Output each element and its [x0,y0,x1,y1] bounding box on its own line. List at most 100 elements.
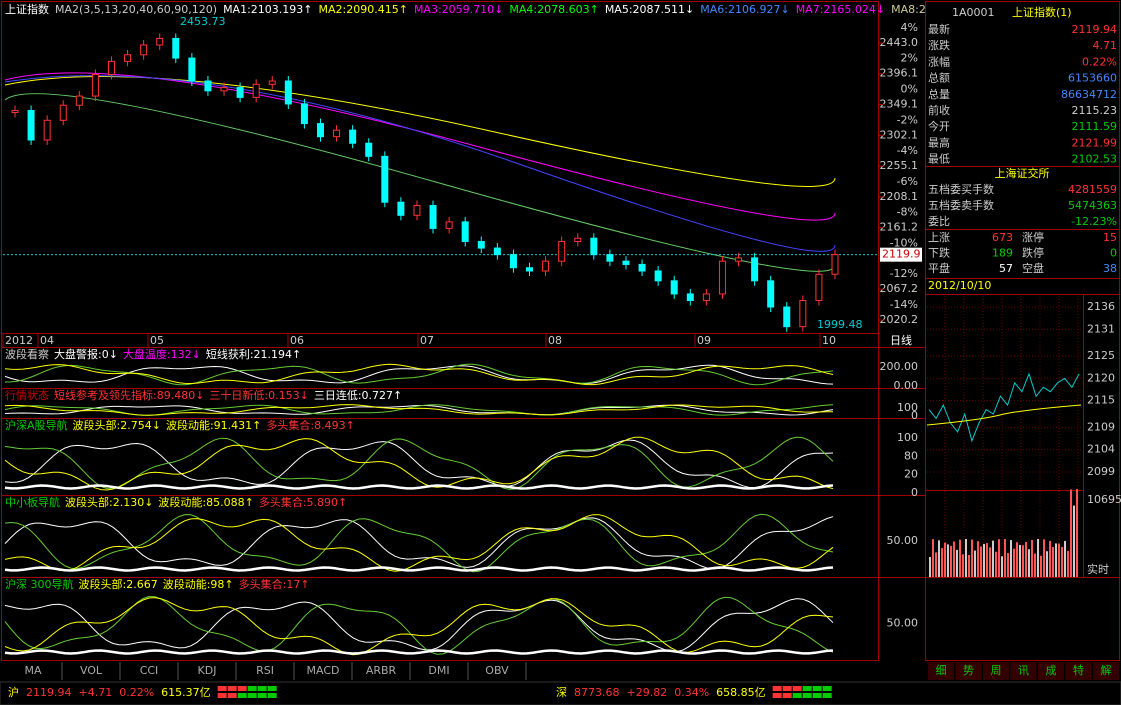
volume-bar [1061,546,1063,577]
breadth-block [267,686,277,691]
breadth-block [257,693,267,698]
volume-bar [1007,553,1009,577]
panel-item: 波段头部:2.667 [79,577,158,591]
volume-bar [992,540,994,577]
candle [413,204,421,216]
candle [735,257,743,262]
panel-item: 波段头部:2.130↓ [65,495,153,509]
breadth-cell: 下跌 [928,246,950,260]
volume-bar [1022,545,1024,577]
candle [558,241,566,262]
panel-title: 波段看察 [5,347,49,361]
indicator-tab[interactable]: ARBR [366,664,397,677]
volume-bar [1070,489,1072,577]
moving-average [4,75,836,252]
indicator-line [4,513,834,573]
stock-code: 1A0001 [952,6,995,19]
index-amount: 658.85亿 [716,686,766,699]
candle [574,237,582,243]
volume-bar [968,555,970,577]
percent-tick-label: -8% [897,206,918,219]
ma-label: MA6:2106.927↓ [700,3,789,16]
indicator-tab[interactable]: RSI [256,664,274,677]
candle [156,37,164,46]
order-value: 5474363 [1068,199,1117,212]
panel-item: 波段动能:91.431↑ [166,418,261,432]
intraday-tick-label: 2136 [1087,300,1115,313]
side-tab[interactable]: 解 [1101,663,1112,677]
intraday-tick-label: 2109 [1087,420,1115,433]
candle [783,306,791,328]
indicator-tab[interactable]: KDJ [198,664,217,677]
indicator-tab[interactable]: VOL [80,664,103,677]
index-pct: 0.34% [674,686,709,699]
price-tick-label: 2020.2 [880,313,919,326]
percent-tick-label: 4% [901,21,918,34]
volume-bar [938,540,940,577]
breadth-block [792,686,802,691]
panel-item: 大盘警报:0↓ [54,347,118,361]
side-tab[interactable]: 周 [991,664,1002,677]
candle [477,241,485,249]
candle [815,273,823,301]
side-tab[interactable]: 势 [963,664,974,677]
volume-bar [1049,540,1051,577]
index-change: +29.82 [627,686,668,699]
volume-bar [956,549,958,577]
indicator-tab[interactable]: MACD [307,664,340,677]
breadth-cell: 673 [992,231,1013,244]
volume-bar [1043,539,1045,577]
quote-label: 今开 [928,119,950,133]
volume-bar [1010,540,1012,577]
side-tab[interactable]: 细 [936,664,947,677]
stock-name: 上证指数(1) [1012,5,1072,19]
high-annotation: 2453.73 [180,15,226,28]
volume-max-label: 106951 [1087,493,1121,506]
price-tick-label: 2067.2 [880,282,919,295]
breadth-block [822,686,832,691]
frames [1,1,1120,661]
quote-value: 0.22% [1082,55,1117,68]
volume-bar [1052,547,1054,577]
breadth-block [257,686,267,691]
indicator-tab[interactable]: CCI [140,664,159,677]
indicator-line [4,597,834,656]
indicator-tab[interactable]: MA [24,664,41,677]
ma-label: MA2:2090.415↑ [319,3,408,16]
breadth-cell: 空盘 [1022,261,1044,275]
quote-value: 2115.23 [1072,104,1118,117]
indicator-line [4,595,834,655]
breadth-cell: 平盘 [928,261,950,275]
intraday-line [928,372,1080,443]
candle [188,57,196,82]
indicator-tab[interactable]: DMI [428,664,449,677]
side-tab-bg [1093,662,1119,680]
ma-label: MA5:2087.511↓ [605,3,694,16]
volume-bar [1073,505,1075,577]
index-price: 8773.68 [574,686,620,699]
panel-title: 沪深 300导航 [5,577,74,591]
volume-bar [1076,489,1078,577]
panel-item: 短线获利:21.194↑ [206,347,301,361]
volume-bar [986,543,988,577]
breadth-cell: 上涨 [928,231,950,244]
breadth-cell: 57 [999,262,1013,275]
breadth-block [802,686,812,691]
x-tick-label: 07 [420,334,434,347]
panel-item: 波段头部:2.754↓ [73,418,161,432]
price-tick-label: 2161.2 [880,221,919,234]
panel-axis-label: 100 [897,431,918,444]
panel-axis-label: 20 [904,468,918,481]
volume-bar [1067,551,1069,577]
side-tab-bg [1038,662,1064,680]
panel-axis-label: 50.00 [887,534,919,547]
side-tab[interactable]: 成 [1046,664,1057,677]
side-tab[interactable]: 特 [1073,663,1084,677]
indicator-base [4,566,834,572]
quote-date: 2012/10/10 [928,279,991,292]
quote-label: 前收 [928,103,950,117]
side-tab[interactable]: 讯 [1018,664,1029,677]
indicator-tab[interactable]: OBV [485,664,509,677]
x-tick-label: 09 [697,334,711,347]
